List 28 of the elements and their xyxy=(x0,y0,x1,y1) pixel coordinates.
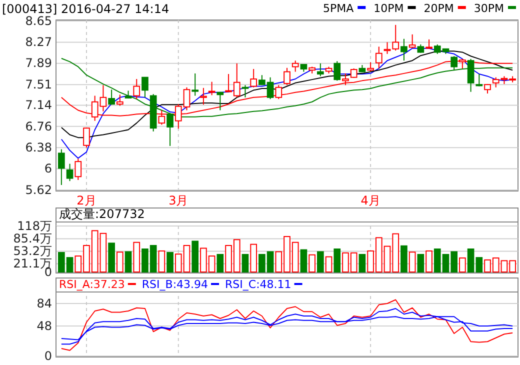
y-tick-label: 8.65 xyxy=(25,14,52,28)
y-tick-label: 0 xyxy=(44,348,52,363)
y-tick-label: 7.89 xyxy=(25,56,52,70)
y-tick-label: 6.76 xyxy=(25,119,52,134)
y-tick-label: 53.2万 xyxy=(13,244,52,258)
y-tick-label: 5.62 xyxy=(25,182,52,197)
y-tick-label: 7.51 xyxy=(25,77,52,92)
y-tick-label: 48 xyxy=(36,318,52,333)
legend-label: RSI_B:43.94 xyxy=(142,278,208,291)
legend-label: 30PM xyxy=(474,2,504,15)
y-tick-label: 118万 xyxy=(17,218,52,233)
x-tick-label: 4月 xyxy=(360,194,380,208)
y-tick-label: 6 xyxy=(44,162,52,176)
y-tick-label: 21.1万 xyxy=(13,256,52,271)
y-tick-label: 6.38 xyxy=(25,140,52,154)
legend-label: 10PM xyxy=(374,2,404,15)
x-tick-label: 2月 xyxy=(76,194,96,208)
y-tick-label: 7.14 xyxy=(25,98,52,112)
y-tick-label: 8.27 xyxy=(25,35,52,50)
legend-label: RSI_C:48.11 xyxy=(225,278,292,291)
y-tick-label: 84 xyxy=(36,296,52,310)
legend-label: 5PMA xyxy=(322,2,354,15)
chart-title: [000413] 2016-04-27 14:14 xyxy=(2,2,170,16)
chart-title: 成交量:207732 xyxy=(59,207,145,221)
legend-label: RSI_A:37.23 xyxy=(59,278,125,291)
legend-label: 20PM xyxy=(424,2,454,15)
x-tick-label: 3月 xyxy=(168,194,188,208)
y-tick-label: 85.4万 xyxy=(13,232,52,246)
